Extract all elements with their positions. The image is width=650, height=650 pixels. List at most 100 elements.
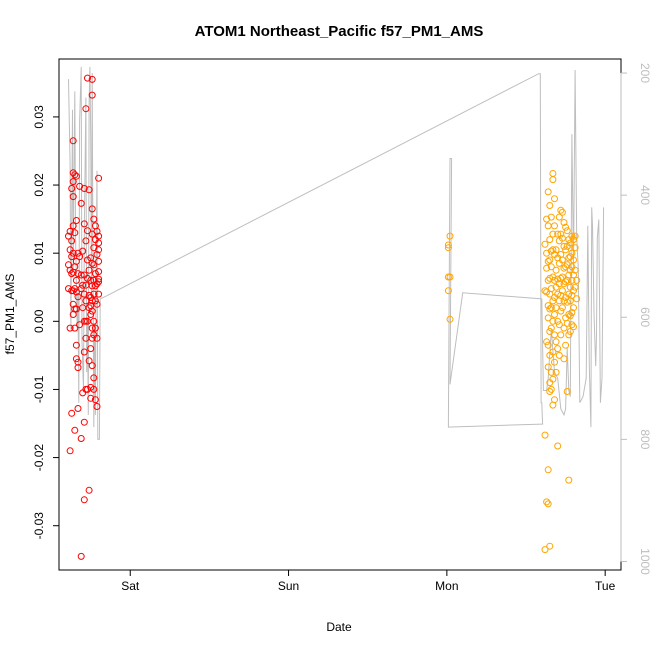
data-point (570, 304, 577, 312)
data-point (71, 171, 79, 179)
data-point (95, 239, 103, 247)
data-point (77, 285, 85, 293)
data-point (546, 388, 554, 395)
y-tick-label: -0.03 (32, 512, 46, 540)
data-point (563, 319, 571, 327)
data-point (546, 256, 554, 264)
data-point (568, 321, 576, 329)
data-point (80, 220, 88, 228)
data-point (568, 249, 576, 257)
data-point (543, 264, 551, 272)
data-point (568, 291, 576, 299)
data-point (68, 185, 76, 192)
data-point (68, 237, 76, 245)
data-point (72, 257, 80, 265)
data-point (82, 105, 90, 113)
data-point (571, 283, 579, 291)
data-point (568, 309, 576, 316)
data-point (570, 271, 577, 279)
data-point (549, 176, 557, 184)
data-point (79, 281, 87, 289)
data-point (554, 230, 562, 238)
data-point (547, 304, 555, 312)
data-point (562, 223, 570, 231)
data-point (84, 74, 91, 82)
data-point (95, 268, 103, 276)
data-point (88, 205, 96, 213)
data-point (570, 323, 577, 331)
data-point (554, 442, 562, 450)
data-point (446, 232, 454, 240)
data-point (82, 237, 90, 245)
data-point (90, 374, 98, 382)
data-point (90, 215, 98, 223)
data-point (565, 271, 573, 279)
data-point (71, 426, 79, 434)
data-point (69, 300, 77, 308)
data-point (551, 396, 558, 404)
data-point (80, 185, 88, 192)
data-point (547, 285, 555, 293)
y-tick-label: 0.01 (32, 241, 46, 265)
data-point (85, 266, 93, 274)
data-point (565, 290, 573, 298)
data-point (80, 290, 88, 298)
data-point (544, 314, 552, 322)
data-point (88, 91, 96, 99)
data-point (547, 213, 555, 221)
data-point (444, 241, 452, 249)
data-point (573, 276, 581, 284)
data-point (93, 251, 101, 258)
data-point (446, 273, 454, 281)
data-point (79, 304, 87, 312)
data-point (551, 276, 558, 284)
data-point (558, 208, 566, 216)
data-point (93, 227, 101, 235)
data-point (90, 385, 98, 393)
data-point (85, 291, 93, 299)
right-tick-label: 200 (638, 63, 650, 83)
data-point (444, 287, 452, 295)
reference-line-layer (68, 66, 605, 440)
data-point (560, 242, 568, 250)
data-point (554, 345, 562, 353)
data-point (552, 246, 560, 254)
data-point (72, 341, 80, 349)
data-point (547, 324, 555, 332)
data-point (90, 261, 98, 269)
data-point (544, 188, 552, 196)
data-point (546, 305, 554, 313)
data-point (555, 321, 563, 329)
data-point (562, 341, 570, 349)
y-tick-label: 0.00 (32, 309, 46, 333)
data-point (74, 405, 82, 412)
data-point (74, 270, 82, 278)
data-point (570, 256, 577, 264)
x-axis-label: Date (326, 620, 352, 634)
data-point (69, 249, 77, 257)
data-point (557, 331, 565, 339)
data-point (77, 435, 85, 442)
data-point (557, 206, 565, 214)
data-point (68, 253, 76, 261)
data-point (85, 486, 93, 494)
data-point (72, 355, 80, 363)
data-point (551, 311, 558, 318)
x-tick-label: Tue (595, 579, 616, 593)
data-point (74, 364, 82, 372)
data-point (544, 500, 552, 508)
data-point (93, 334, 101, 342)
data-point (76, 321, 84, 329)
y-tick-label: -0.01 (32, 375, 46, 403)
data-point (541, 287, 549, 295)
data-point (544, 341, 552, 349)
data-point (87, 311, 95, 318)
points-layer (65, 74, 581, 560)
right-tick-label: 800 (638, 429, 650, 449)
data-point (69, 287, 77, 295)
data-point (95, 257, 103, 265)
data-point (543, 498, 551, 506)
data-point (80, 418, 88, 426)
data-point (93, 280, 101, 288)
data-point (91, 324, 99, 332)
